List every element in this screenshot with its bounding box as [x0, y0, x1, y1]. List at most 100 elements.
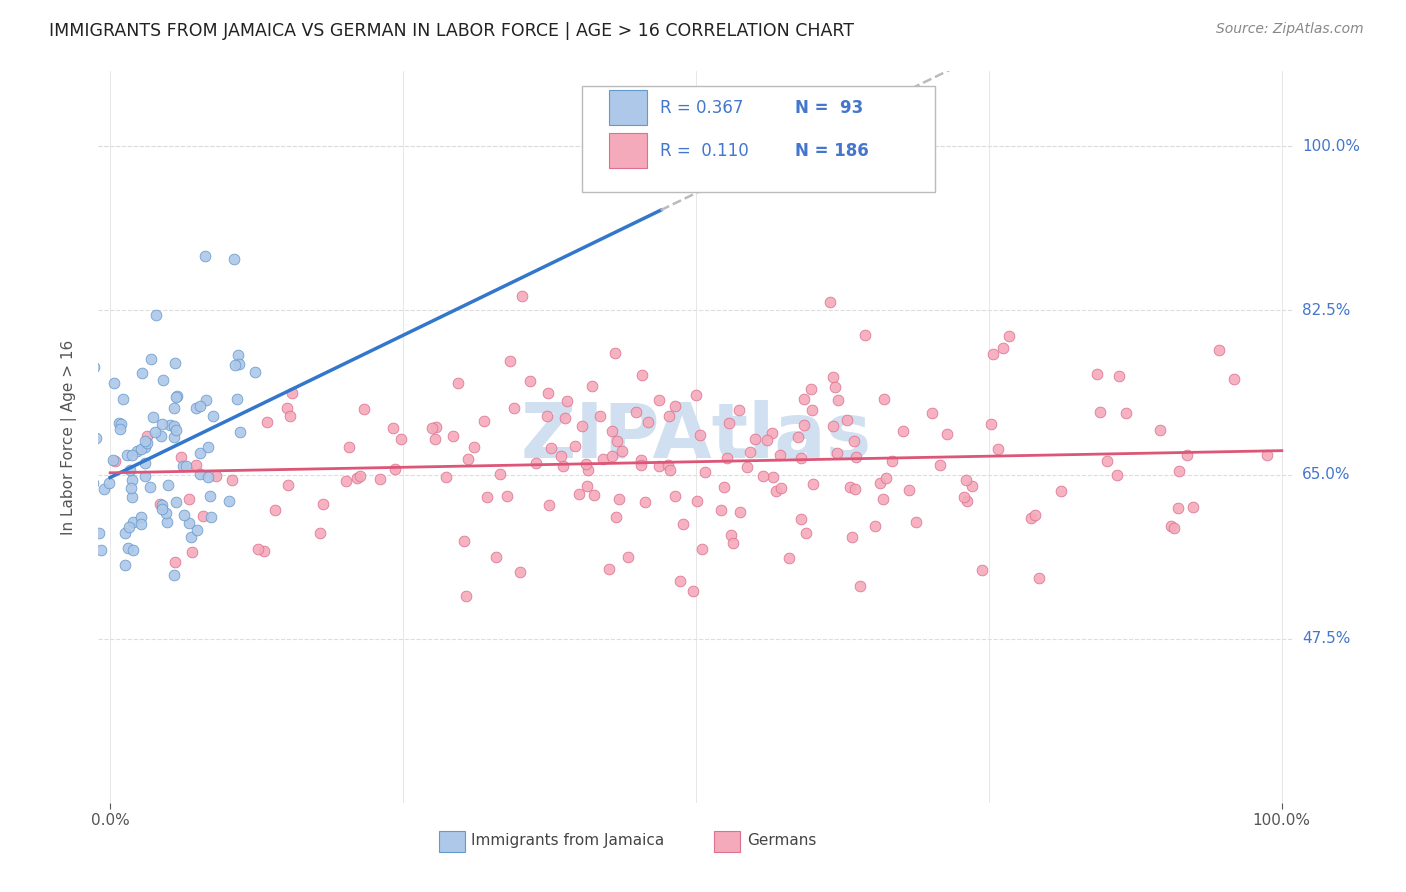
FancyBboxPatch shape — [609, 90, 647, 125]
Point — [159, 417, 181, 432]
Point — [576, 479, 599, 493]
Point — [162, 568, 184, 582]
Point — [690, 542, 713, 557]
Point — [163, 555, 186, 569]
Point — [536, 409, 558, 424]
Point — [142, 409, 165, 424]
Point — [1090, 405, 1112, 419]
Point — [744, 432, 766, 446]
Point — [111, 392, 134, 406]
Point — [463, 440, 485, 454]
Point — [121, 473, 143, 487]
Point — [129, 516, 152, 531]
Point — [581, 378, 603, 392]
Point — [201, 409, 224, 423]
Point — [1021, 511, 1043, 525]
Point — [134, 469, 156, 483]
Point — [129, 442, 152, 457]
Point — [685, 388, 707, 402]
Point — [243, 364, 266, 378]
Point — [512, 289, 534, 303]
Point — [70, 490, 93, 504]
Point — [82, 475, 104, 490]
Point — [156, 515, 179, 529]
Point — [489, 467, 512, 481]
Point — [682, 584, 704, 599]
Point — [827, 393, 849, 408]
Point — [114, 525, 136, 540]
Point — [197, 440, 219, 454]
Point — [177, 492, 200, 507]
Point — [873, 392, 896, 407]
Point — [120, 481, 142, 495]
Point — [538, 498, 561, 512]
Point — [605, 510, 627, 524]
Point — [568, 486, 591, 500]
Point — [669, 574, 692, 588]
Point — [370, 472, 392, 486]
Point — [228, 357, 250, 371]
Point — [762, 470, 785, 484]
Point — [143, 425, 166, 439]
Point — [456, 589, 478, 603]
Point — [163, 430, 186, 444]
Point — [136, 429, 159, 443]
Point — [769, 448, 792, 462]
Point — [134, 440, 156, 454]
Point — [150, 498, 173, 512]
Point — [823, 369, 845, 384]
Point — [72, 483, 94, 498]
Point — [110, 417, 132, 431]
Point — [121, 543, 143, 558]
Point — [346, 471, 368, 485]
Point — [630, 368, 652, 382]
Point — [1320, 539, 1343, 553]
Point — [312, 497, 335, 511]
Point — [980, 417, 1002, 431]
Point — [165, 495, 187, 509]
Point — [1177, 448, 1199, 462]
Point — [224, 359, 246, 373]
Point — [672, 516, 695, 531]
Point — [540, 441, 562, 455]
Point — [98, 475, 121, 490]
Point — [720, 527, 742, 541]
Point — [253, 543, 276, 558]
Point — [197, 470, 219, 484]
Point — [200, 510, 222, 524]
Point — [101, 453, 124, 467]
Point — [309, 526, 332, 541]
Point — [689, 428, 711, 442]
Point — [794, 525, 817, 540]
Point — [1181, 500, 1204, 514]
Point — [1115, 406, 1137, 420]
Point — [67, 510, 90, 524]
Point — [103, 376, 125, 391]
Point — [986, 442, 1008, 456]
Point — [502, 401, 524, 415]
Point — [603, 346, 626, 360]
Point — [863, 519, 886, 533]
Point — [86, 431, 108, 445]
Point — [188, 399, 211, 413]
Point — [264, 503, 287, 517]
Point — [247, 542, 270, 557]
Point — [121, 491, 143, 505]
Point — [624, 405, 647, 419]
Point — [441, 429, 464, 443]
Point — [576, 463, 599, 477]
Point — [117, 449, 139, 463]
Point — [349, 469, 371, 483]
Text: IMMIGRANTS FROM JAMAICA VS GERMAN IN LABOR FORCE | AGE > 16 CORRELATION CHART: IMMIGRANTS FROM JAMAICA VS GERMAN IN LAB… — [49, 22, 855, 40]
Point — [869, 476, 891, 491]
Point — [519, 374, 541, 388]
FancyBboxPatch shape — [582, 86, 935, 192]
Point — [648, 393, 671, 408]
Point — [76, 481, 98, 495]
Point — [553, 458, 575, 473]
Point — [131, 367, 153, 381]
Point — [184, 458, 207, 473]
Point — [717, 416, 740, 430]
Point — [921, 406, 943, 420]
Point — [685, 494, 707, 508]
